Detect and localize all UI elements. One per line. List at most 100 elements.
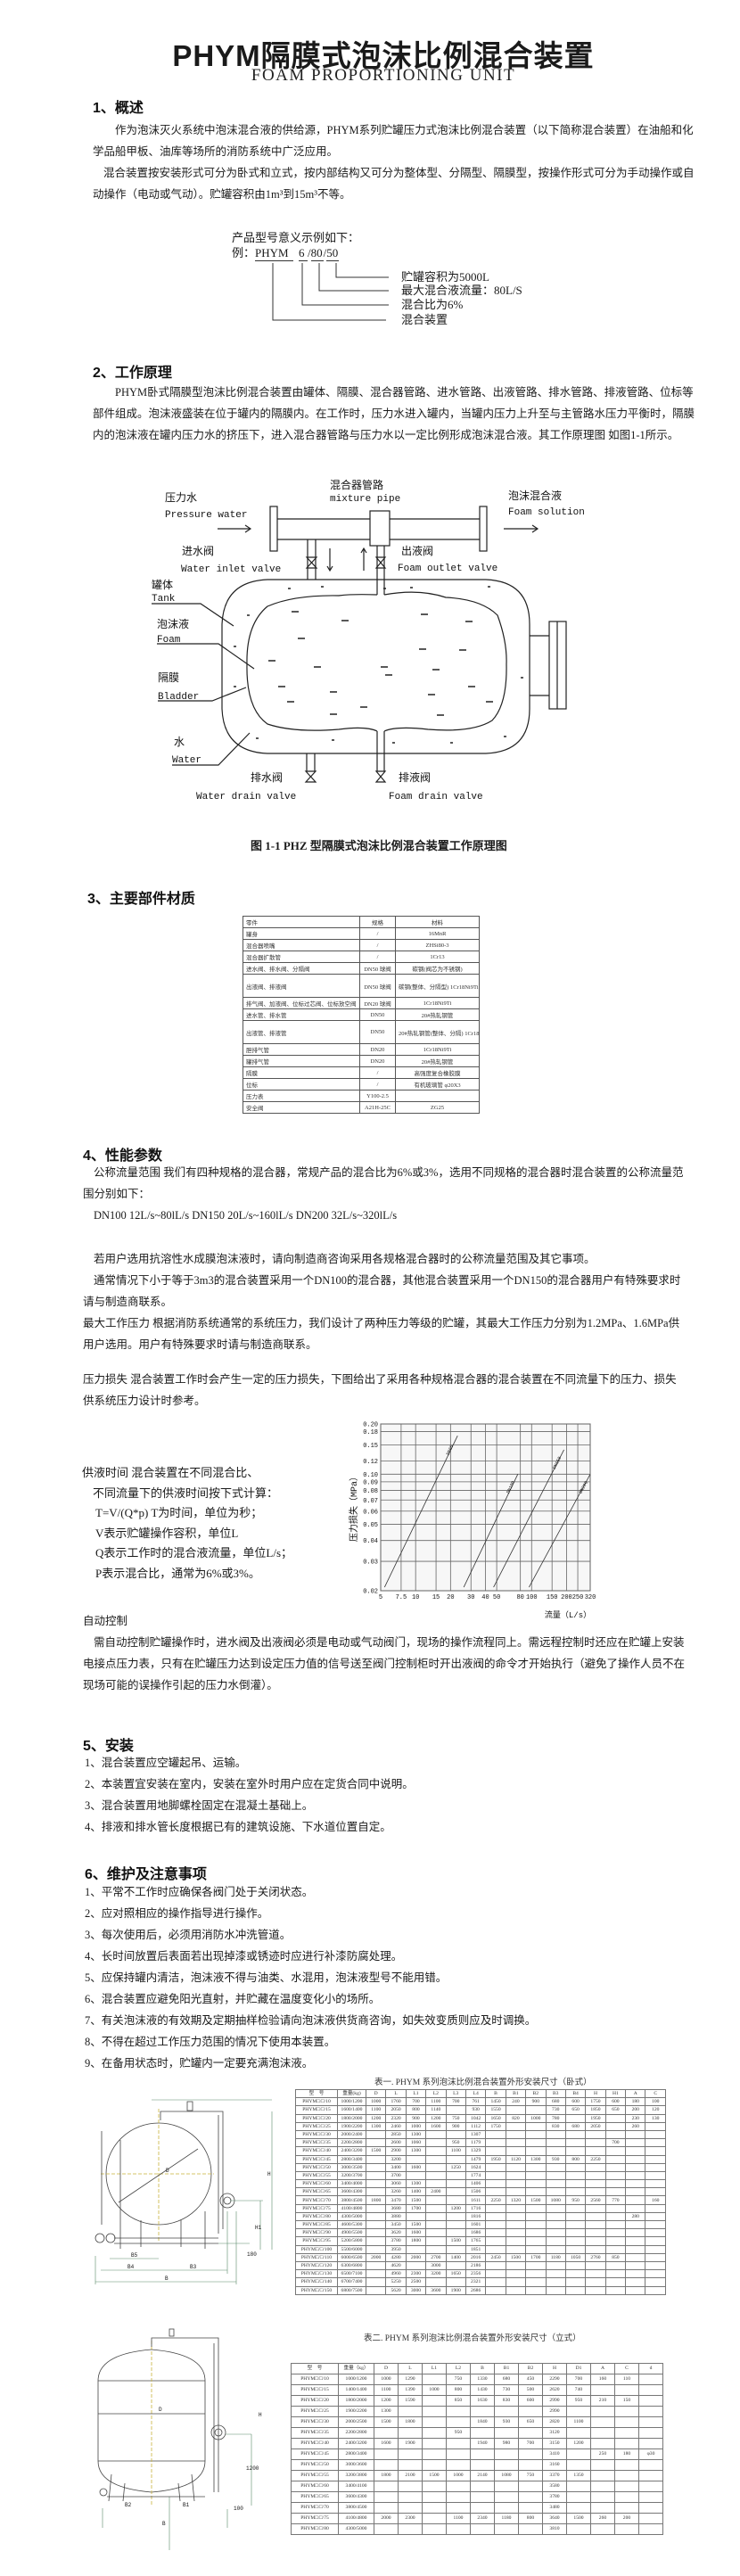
table-cell — [485, 2211, 506, 2222]
table-cell — [518, 2491, 543, 2503]
text-line: 用户选用。用户有特殊要求时请与制造商联系。 — [83, 1338, 317, 1351]
table-cell — [485, 2219, 506, 2230]
table-cell: 1Cr18Ni9Ti — [395, 1043, 480, 1056]
table-cell — [422, 2427, 447, 2439]
table-cell — [445, 2277, 466, 2287]
table-cell: DN50 — [359, 1008, 396, 1021]
table-cell — [604, 2187, 627, 2197]
table-cell: 2050 — [385, 2105, 407, 2115]
table-cell: 1140 — [425, 2105, 447, 2115]
table-cell: 6800/7500 — [337, 2285, 366, 2295]
table-cell: 罐身 — [243, 927, 360, 940]
table-cell: 1800/2000 — [338, 2395, 374, 2407]
table-cell: DN20 — [359, 1043, 396, 1056]
table-cell — [485, 2170, 506, 2181]
table-cell — [505, 2129, 527, 2140]
table-cell: 1200 — [374, 2395, 399, 2407]
table-cell: PHYM□/□/70 — [295, 2195, 338, 2205]
table-cell — [604, 2219, 627, 2230]
text-line: 需自动控制贮罐操作时，进水阀及出液阀必须是电动或气动阀门，现场的操作流程同上。需… — [94, 1636, 685, 1649]
chart-tick-labels: 5 7.5 10 15 20 30 40 50 80 100 150 200 250 320 0.02 0.0… — [363, 1422, 596, 1602]
table-cell: 出液管、排液管 — [243, 1020, 360, 1044]
table-cell: 950 — [446, 2427, 471, 2439]
table-cell — [625, 2203, 646, 2213]
table-cell: 200 — [614, 2513, 639, 2524]
table-cell: 罐排气管 — [243, 1055, 360, 1067]
notes-text: 若用户选用抗溶性水成膜泡沫液时，请向制造商咨询采用各规格混合器时的公称流量范围及… — [83, 1248, 680, 1355]
table-header-cell: A — [625, 2088, 646, 2099]
table-cell: PHYM□/□/50 — [291, 2459, 339, 2471]
table-cell — [604, 2121, 627, 2131]
table-cell: 600 — [564, 2097, 587, 2107]
table-row: PHYM□/□/10 1000/1200 1000 1290 750 1330 680 450… — [291, 2374, 663, 2385]
y-tick-label: 0.07 — [363, 1498, 378, 1505]
table-cell: 180 — [625, 2097, 646, 2107]
table-cell: 3000 — [425, 2260, 447, 2271]
auto-control-text: 自动控制 需自动控制贮罐操作时，进水阀及出液阀必须是电动或气动阀门，现场的操作流… — [83, 1610, 685, 1696]
table-cell: 100 — [645, 2097, 666, 2107]
table-cell: 4620 — [385, 2260, 407, 2271]
table-cell: 900 — [525, 2097, 547, 2107]
label-water-drain-cn: 排水阀 — [251, 771, 283, 785]
materials-table: 零件 规格 材料 罐身/16MnR 混合器喷嘴 / ZHSi80-3 混合器扩散管/1Cr13… — [243, 916, 480, 1114]
table-cell: PHYM□/□/35 — [295, 2138, 338, 2148]
list-item: 3、每次使用后，必须用消防水冲洗管道。 — [85, 1929, 292, 1941]
table-cell — [545, 2236, 566, 2246]
table-header-cell: d — [638, 2363, 663, 2374]
table-cell: 1080 — [545, 2195, 566, 2205]
dim-H1: 1200 — [246, 2465, 259, 2472]
table-cell: 2140 — [470, 2470, 495, 2481]
dim-base-height: 100 — [234, 2506, 243, 2512]
table-cell — [585, 2170, 606, 2181]
model-example: 例：PHYM 6/80/50 — [232, 246, 340, 261]
table-cell: 1000 — [525, 2113, 547, 2123]
table-cell — [566, 2481, 591, 2492]
table-cell: 1000 — [374, 2374, 399, 2385]
table-cell: 1100 — [566, 2416, 591, 2428]
table-cell — [470, 2502, 495, 2514]
flow-range-text: 公称流量范围 我们有四种规格的混合器，常规产品的混合比为6%或3%，选用不同规格… — [83, 1162, 683, 1226]
table-row: PHYM□/□/30 2000/2500 1500 1800 1840 930 650 282… — [291, 2416, 663, 2428]
table-cell — [585, 2187, 606, 2197]
table-cell: PHYM□/□/20 — [291, 2395, 339, 2407]
table-cell — [604, 2154, 627, 2164]
table-cell: 1180 — [494, 2513, 519, 2524]
table-cell — [505, 2179, 527, 2189]
text-line: 作为泡沫灭火系统中泡沫混合液的供给源，PHYM系列贮罐压力式泡沫比例混合装置（以… — [115, 124, 694, 136]
table-cell: 6000/6500 — [337, 2252, 366, 2262]
table-cell — [518, 2448, 543, 2460]
table-cell — [365, 2203, 387, 2213]
table-cell: PHYM□/□/55 — [295, 2170, 338, 2181]
table-cell: 1765 — [465, 2236, 487, 2246]
table-cell — [585, 2179, 606, 2189]
table-cell: 1050 — [564, 2252, 587, 2262]
table-cell — [638, 2438, 663, 2449]
table-cell: 3780 — [542, 2491, 567, 2503]
table-cell: 761 — [465, 2097, 487, 2107]
table-cell: 110 — [614, 2374, 639, 2385]
table-cell: 20#热轧钢管 — [395, 1055, 480, 1067]
table-cell — [398, 2491, 423, 2503]
table-cell: 1800 — [365, 2195, 387, 2205]
label-tank-en: Tank — [152, 594, 176, 605]
table-cell: 1080 — [494, 2470, 519, 2481]
table-row: PHYM□/□/70 3800/4500 3480 — [291, 2502, 663, 2514]
table-cell: 650 — [604, 2105, 627, 2115]
model-example-prefix: 例： — [232, 246, 256, 259]
table-cell — [470, 2406, 495, 2417]
y-tick-label: 0.12 — [363, 1459, 378, 1466]
foam-drain-valve-icon — [374, 770, 387, 783]
table-cell — [590, 2427, 615, 2439]
table-cell — [614, 2481, 639, 2492]
table-cell: 3200/3700 — [337, 2170, 366, 2181]
table-cell — [638, 2395, 663, 2407]
table-row: 隔膜 / 高强度复合橡胶膜 — [243, 1066, 480, 1079]
dim-B: B — [165, 2276, 169, 2282]
table-cell: 750 — [446, 2374, 471, 2385]
label-mixture-pipe-cn: 混合器管路 — [330, 478, 383, 492]
table-cell — [590, 2523, 615, 2535]
table-cell — [585, 2260, 606, 2271]
table-cell — [485, 2187, 506, 2197]
table-cell: PHYM□/□/85 — [295, 2219, 338, 2230]
table-cell — [425, 2211, 447, 2222]
